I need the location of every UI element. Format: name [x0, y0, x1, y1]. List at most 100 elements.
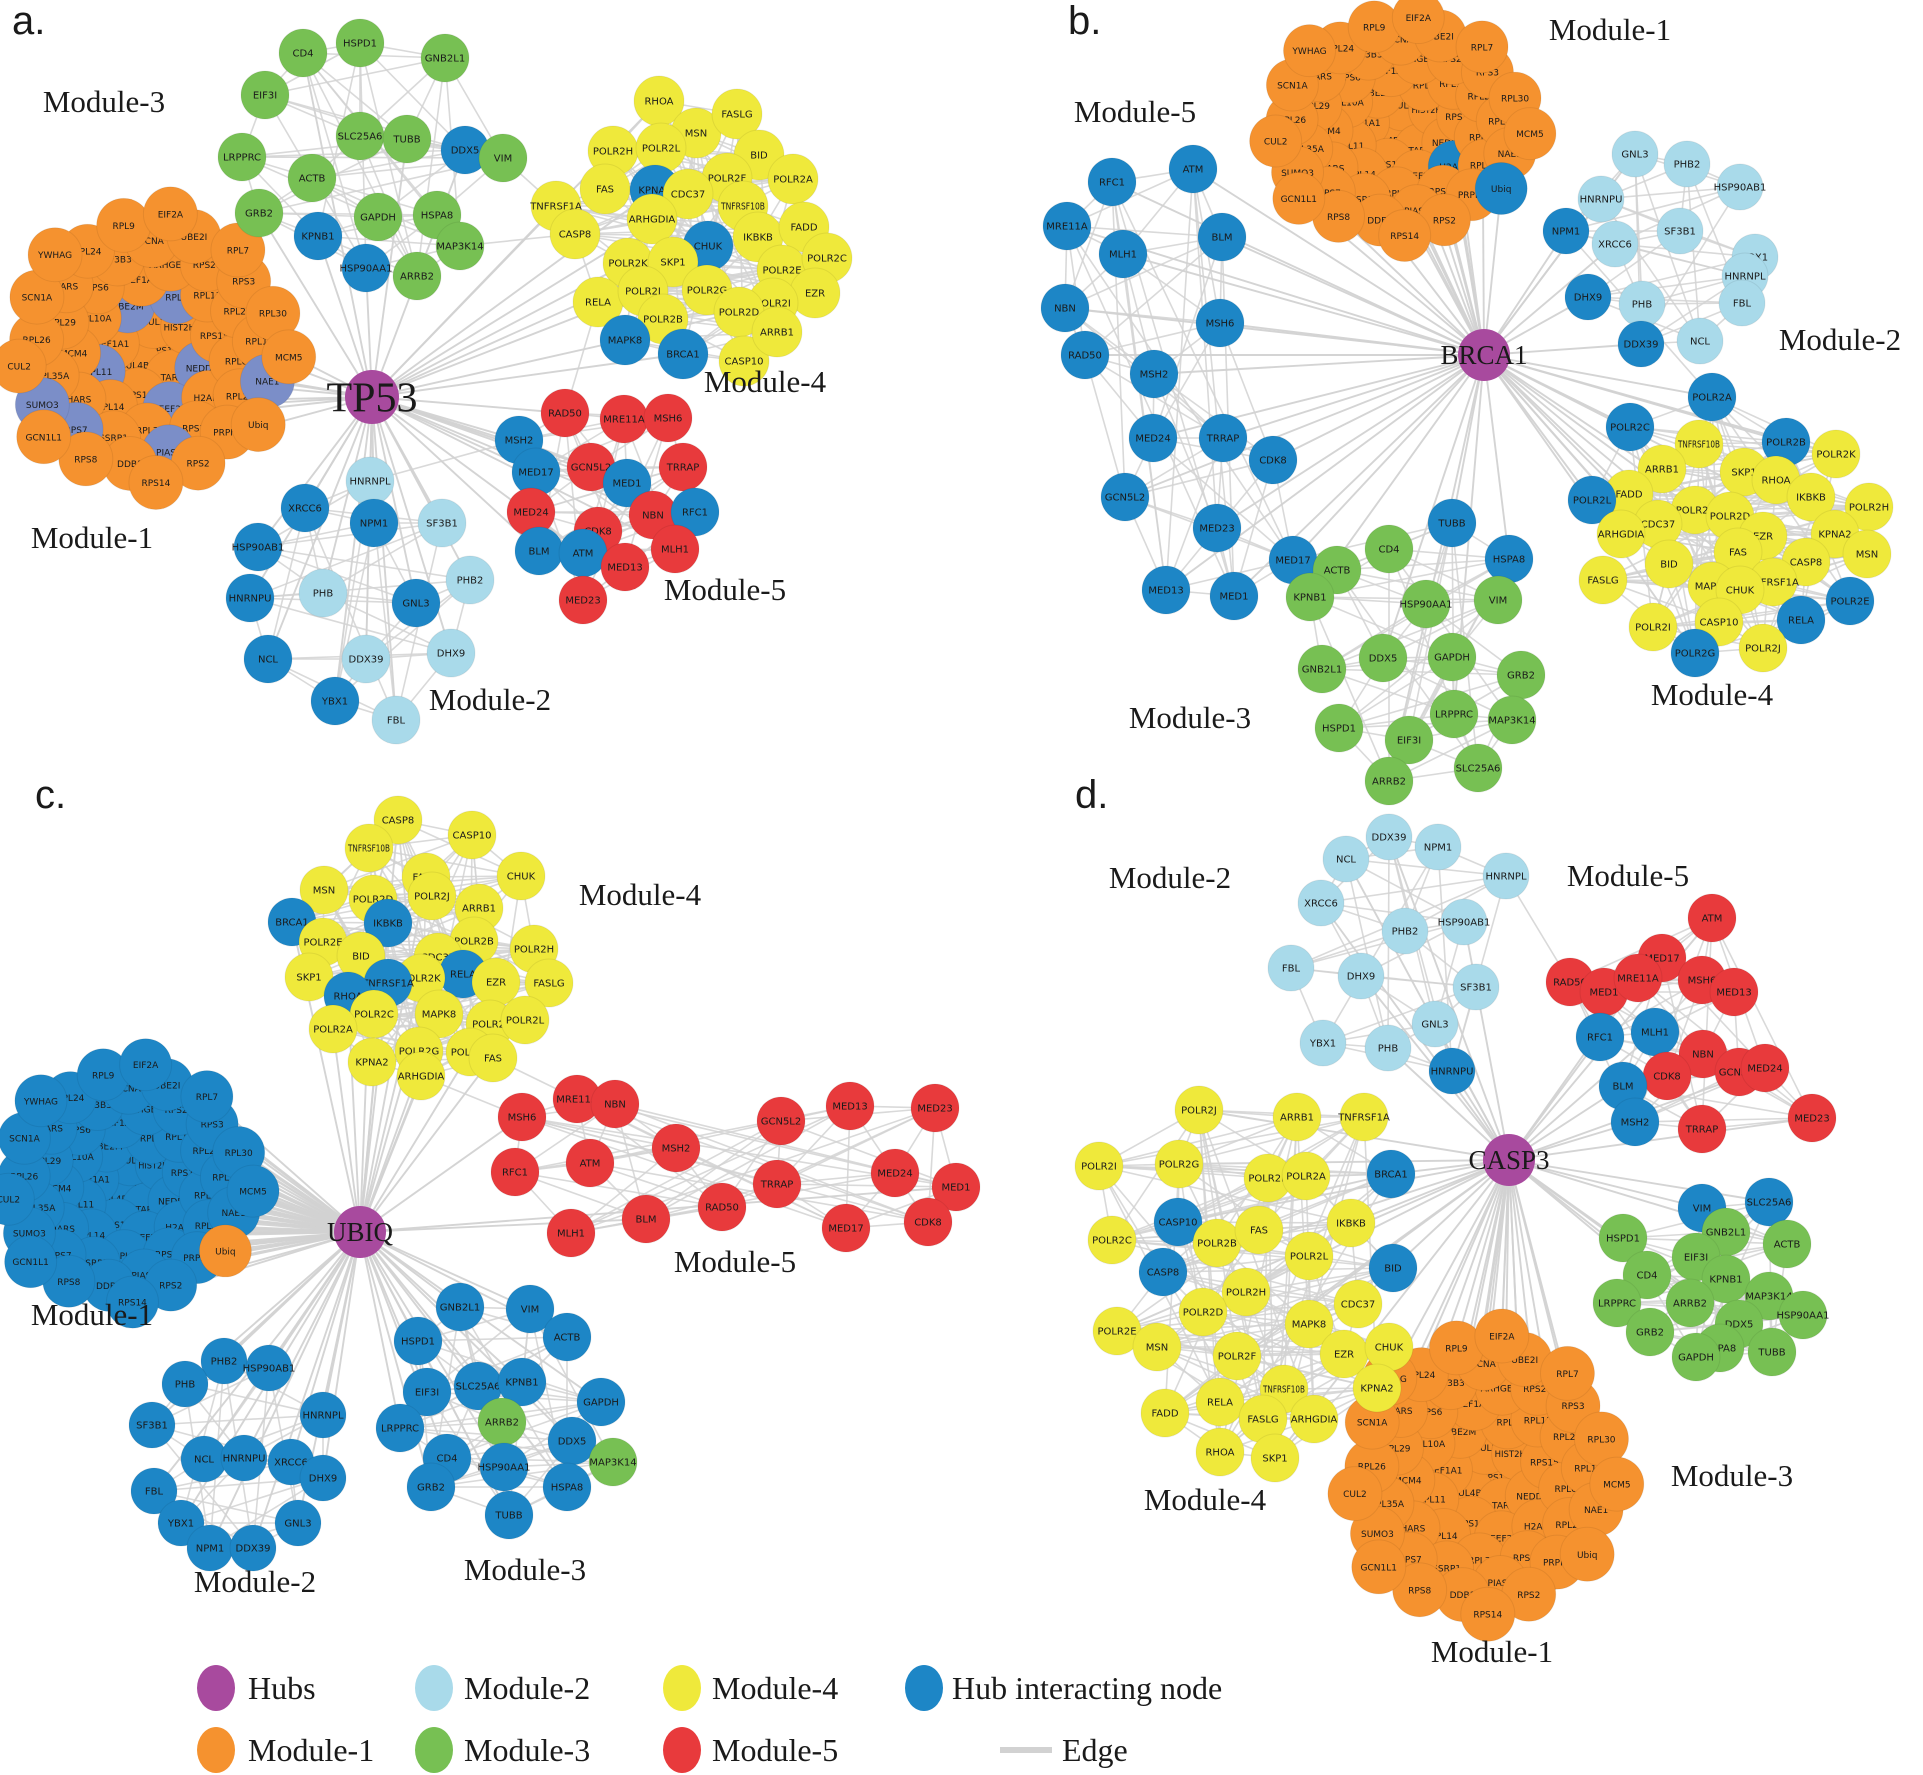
node-label: POLR2F — [1676, 506, 1715, 517]
node-label: POLR2A — [773, 175, 813, 186]
hub-circle — [345, 370, 399, 424]
node-circle — [1718, 279, 1766, 327]
node-NCL: NCL — [243, 634, 293, 684]
node-label: CASP8 — [1790, 558, 1823, 569]
node-label: POLR2H — [1226, 1288, 1266, 1299]
node-circle — [1589, 1456, 1645, 1512]
edge — [1392, 1159, 1510, 1269]
node-circle — [128, 454, 184, 510]
node-CDK8: CDK8 — [1248, 435, 1298, 485]
node-label: XRCC6 — [1598, 240, 1632, 251]
node-label: RPL14 — [96, 403, 124, 413]
node-label: RPS20 — [193, 261, 222, 271]
node-MSN: MSN — [1132, 1322, 1182, 1372]
node-label: ACTB — [1774, 1240, 1801, 1251]
node-MED23: MED23 — [558, 575, 608, 625]
node-label: MCM4 — [44, 1184, 72, 1194]
node-label: PHB — [175, 1380, 196, 1391]
edge — [1483, 343, 1642, 356]
node-label: UBE2M — [1362, 89, 1394, 99]
node-NPM1: NPM1 — [1542, 207, 1590, 255]
node-label: ARRB1 — [1280, 1113, 1314, 1124]
edge — [1098, 1165, 1352, 1224]
module-label-Module-1: Module-1 — [1431, 1634, 1553, 1669]
hub-label: TP53 — [326, 375, 417, 421]
node-label: RPS20 — [1523, 1385, 1552, 1395]
node-circle — [1322, 835, 1370, 883]
node-label: RPS16 — [1374, 161, 1403, 171]
node-DHX9: DHX9 — [1564, 273, 1612, 321]
legend-label: Edge — [1062, 1732, 1128, 1768]
node-label: SUMO3 — [26, 401, 59, 411]
node-circle — [391, 578, 441, 628]
node-SLC25A6: SLC25A6 — [1453, 743, 1503, 793]
node-circle — [1364, 1024, 1412, 1072]
edge — [1221, 236, 1485, 356]
module-label-Module-1: Module-1 — [31, 520, 153, 555]
node-FBL: FBL — [130, 1467, 178, 1515]
node-label: CDC37 — [1341, 1300, 1375, 1311]
module-Module-2: GNL3PHB2HSP90AB1HNRNPUNPM1SF3B1XRCC6YBX1… — [1542, 130, 1779, 368]
node-label: HNRNPU — [1580, 195, 1623, 206]
node-label: HIST2H2BE — [138, 1161, 184, 1171]
edge — [359, 1231, 573, 1442]
edge — [1098, 1165, 1392, 1175]
node-NCL: NCL — [1322, 835, 1370, 883]
node-TUBB: TUBB — [1747, 1327, 1797, 1377]
edge — [1066, 225, 1294, 561]
node-Ubiq: Ubiq — [230, 397, 286, 453]
node-circle — [497, 1357, 547, 1407]
node-label: EIF3I — [1397, 736, 1421, 747]
node-circle — [1178, 1287, 1228, 1337]
node-label: TUBB — [494, 1511, 522, 1522]
module-Module-1: RPS13CUL4BCUL1TARSEEF1A1HIST2H2BERPS16UB… — [1249, 0, 1557, 262]
node-ATM: ATM — [558, 528, 608, 578]
edge — [359, 1051, 471, 1233]
node-label: MAPK8 — [608, 336, 642, 347]
node-label: RHOA — [1761, 476, 1790, 487]
node-circle — [1195, 1377, 1245, 1427]
node-label: HSP90AB1 — [1714, 183, 1767, 194]
node-RAD50: RAD50 — [697, 1182, 747, 1232]
node-GNB2L1: GNB2L1 — [1297, 644, 1347, 694]
node-label: BRCA1 — [666, 350, 700, 361]
node-circle — [1195, 1427, 1245, 1477]
node-label: DDB1 — [117, 460, 143, 470]
node-label: POLR2C — [807, 254, 847, 265]
module-Module-1: RPS13CUL4BCUL1TARSEEF1A1HIST2H2BERPS16UB… — [0, 1038, 280, 1329]
node-circle — [293, 211, 343, 261]
node-label: MED24 — [1747, 1064, 1782, 1075]
node-circle — [1414, 823, 1462, 871]
node-label: RFC1 — [1587, 1033, 1613, 1044]
node-label: POLR2L — [642, 144, 681, 155]
node-label: ATM — [1183, 165, 1204, 176]
node-circle — [198, 1224, 252, 1278]
node-ARRB1: ARRB1 — [1637, 444, 1687, 494]
node-KPNB1: KPNB1 — [497, 1357, 547, 1407]
node-HSP90AA1: HSP90AA1 — [1400, 579, 1452, 629]
node-circle — [230, 397, 286, 453]
node-label: RPS6 — [1338, 73, 1361, 83]
node-label: RPS3 — [232, 278, 255, 288]
edge — [153, 1461, 292, 1492]
node-label: CUL1 — [1474, 1444, 1498, 1454]
module-Module-3: CD4 HSPD1 GNB2L1 EIF3I SLC25A6 TUBB DDX5 VIM LRP… — [217, 18, 528, 301]
node-label: CD4 — [292, 49, 313, 60]
node-circle — [1674, 419, 1724, 469]
node-FBL: FBL — [1267, 944, 1315, 992]
node-label: XRCC6 — [288, 504, 322, 515]
node-circle — [335, 18, 385, 68]
node-RPS2: RPS2 — [1417, 193, 1471, 247]
node-label: RPS15A — [200, 332, 236, 342]
node-label: MRE11A — [556, 1095, 598, 1106]
node-label: POLR2G — [687, 286, 728, 297]
node-circle — [243, 634, 293, 684]
node-circle — [240, 70, 290, 120]
node-circle — [1339, 1092, 1389, 1142]
module-label-Module-1: Module-1 — [31, 1297, 153, 1332]
node-MED24: MED24 — [870, 1148, 920, 1198]
node-label: FASLG — [533, 979, 564, 990]
node-label: VIM — [521, 1305, 539, 1316]
edge — [322, 396, 373, 594]
node-label: MCM5 — [275, 353, 303, 363]
